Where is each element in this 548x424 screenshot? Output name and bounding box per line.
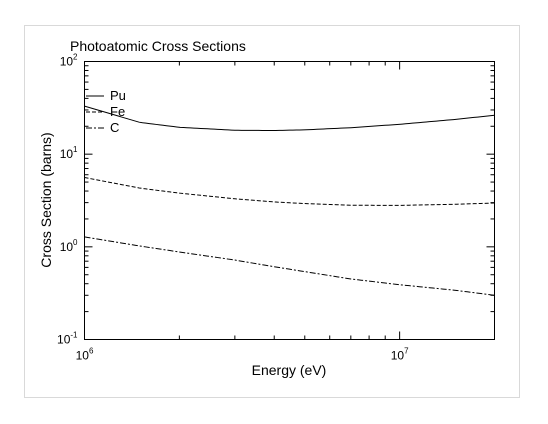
legend-label-c: C: [110, 120, 119, 135]
series-line-fe: [84, 177, 495, 206]
y-tick-label: 102: [60, 53, 78, 69]
series-lines: [84, 105, 495, 296]
legend-label-pu: Pu: [110, 88, 126, 103]
x-axis: 106 107: [76, 61, 495, 363]
figure-frame: [24, 25, 520, 398]
x-tick-label: 106: [76, 347, 94, 363]
plot-area: [84, 61, 495, 340]
y-tick-label: 100: [60, 238, 78, 254]
chart-title: Photoatomic Cross Sections: [70, 38, 246, 54]
legend-label-fe: Fe: [110, 104, 125, 119]
series-line-c: [84, 236, 495, 296]
y-axis: 10-1 100 101 102: [57, 53, 495, 347]
y-axis-label: Cross Section (barns): [38, 132, 54, 267]
x-axis-label: Energy (eV): [252, 362, 327, 378]
y-tick-label: 101: [60, 145, 78, 161]
x-tick-label: 107: [391, 347, 409, 363]
series-line-pu: [84, 105, 495, 132]
y-tick-label: 10-1: [57, 331, 78, 347]
